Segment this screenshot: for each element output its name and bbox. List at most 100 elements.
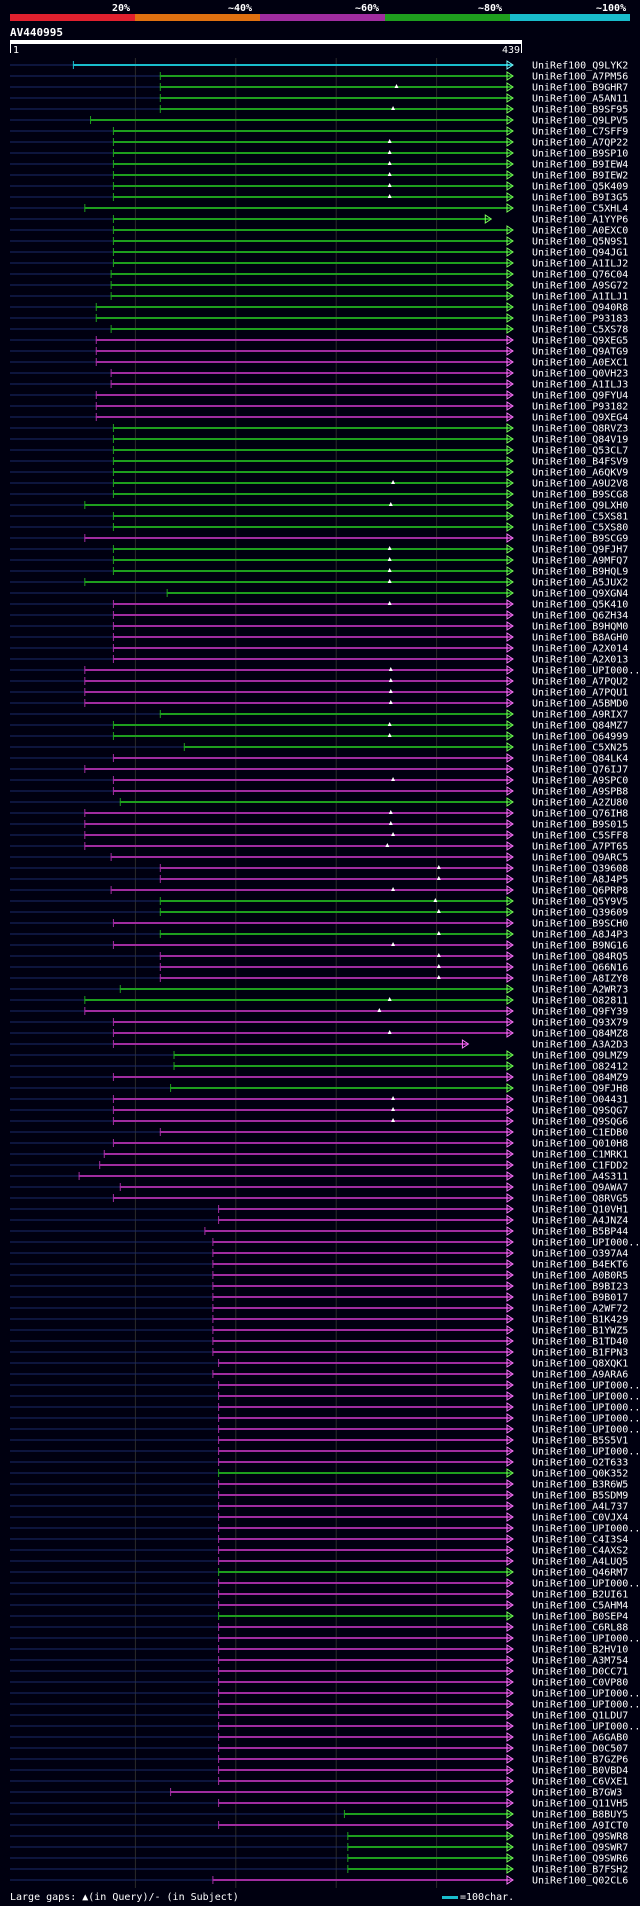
hit-row[interactable]: UniRef100_A5BMD0 [10,698,628,710]
hit-bar[interactable] [95,339,513,341]
hit-row[interactable]: UniRef100_C6VXE1 [10,1776,628,1788]
hit-bar[interactable] [103,1153,513,1155]
hit-bar[interactable] [218,1681,512,1683]
hit-row[interactable]: UniRef100_Q76IJ7 [10,764,628,776]
hit-row[interactable]: UniRef100_B9NG16 [10,940,628,952]
hit-row[interactable]: UniRef100_C5XS80 [10,522,628,534]
hit-bar[interactable] [204,1230,512,1232]
hit-label[interactable]: UniRef100_Q9AWA7 [532,1183,628,1194]
hit-row[interactable]: UniRef100_B9HQL9 [10,566,628,578]
hit-label[interactable]: UniRef100_A7PT65 [532,842,628,853]
hit-bar[interactable] [218,1494,512,1496]
hit-bar[interactable] [218,1472,512,1474]
hit-label[interactable]: UniRef100_C0VP80 [532,1678,628,1689]
hit-bar[interactable] [218,1648,512,1650]
hit-label[interactable]: UniRef100_B4EKT6 [532,1260,628,1271]
hit-bar[interactable] [218,1780,512,1782]
hit-row[interactable]: UniRef100_A9SG72 [10,280,628,292]
hit-bar[interactable] [159,867,512,869]
hit-label[interactable]: UniRef100_D0C507 [532,1744,628,1755]
hit-row[interactable]: UniRef100_Q010H8 [10,1138,628,1150]
hit-label[interactable]: UniRef100_O04431 [532,1095,628,1106]
hit-label[interactable]: UniRef100_Q9SQG6 [532,1117,628,1128]
hit-bar[interactable] [159,878,512,880]
hit-row[interactable]: UniRef100_Q9SQG7 [10,1105,628,1117]
hit-bar[interactable] [218,1736,512,1738]
hit-row[interactable]: UniRef100_B9IEW2 [10,170,628,182]
hit-bar[interactable] [84,207,513,209]
hit-bar[interactable] [212,1318,512,1320]
hit-label[interactable]: UniRef100_Q53CL7 [532,446,628,457]
hit-bar[interactable] [218,1461,512,1463]
hit-label[interactable]: UniRef100_Q76C04 [532,270,628,281]
hit-row[interactable]: UniRef100_Q9ATG9 [10,346,628,358]
hit-bar[interactable] [112,449,513,451]
hit-bar[interactable] [95,317,513,319]
hit-label[interactable]: UniRef100_B8AGH0 [532,633,628,644]
hit-label[interactable]: UniRef100_B0VBD4 [532,1766,628,1777]
hit-label[interactable]: UniRef100_B9GHR7 [532,83,628,94]
hit-bar[interactable] [218,1637,512,1639]
hit-label[interactable]: UniRef100_Q9ATG9 [532,347,628,358]
hit-label[interactable]: UniRef100_UPI000.. [532,1425,640,1436]
hit-row[interactable]: UniRef100_B9I3G5 [10,192,628,204]
hit-row[interactable]: UniRef100_Q8RVG5 [10,1193,628,1205]
hit-row[interactable]: UniRef100_B7FSH2 [10,1864,628,1876]
hit-row[interactable]: UniRef100_C5XHL4 [10,203,628,215]
hit-label[interactable]: UniRef100_UPI000.. [532,1579,640,1590]
hit-bar[interactable] [159,713,512,715]
hit-bar[interactable] [159,86,512,88]
hit-bar[interactable] [218,1560,512,1562]
hit-row[interactable]: UniRef100_B1TD40 [10,1336,628,1348]
hit-bar[interactable] [112,647,513,649]
hit-label[interactable]: UniRef100_UPI000.. [532,1392,640,1403]
hit-label[interactable]: UniRef100_C1FDD2 [532,1161,628,1172]
hit-row[interactable]: UniRef100_A2X013 [10,654,628,666]
hit-label[interactable]: UniRef100_B9SCG9 [532,534,628,545]
hit-row[interactable]: UniRef100_B0SEP4 [10,1611,628,1623]
hit-row[interactable]: UniRef100_B8AGH0 [10,632,628,644]
hit-bar[interactable] [112,1120,513,1122]
hit-label[interactable]: UniRef100_A1YYP6 [532,215,628,226]
hit-label[interactable]: UniRef100_Q8XQK1 [532,1359,628,1370]
hit-label[interactable]: UniRef100_Q5Y9V5 [532,897,628,908]
hit-label[interactable]: UniRef100_Q39608 [532,864,628,875]
hit-bar[interactable] [159,108,512,110]
hit-label[interactable]: UniRef100_C7SFF9 [532,127,628,138]
hit-bar[interactable] [95,361,513,363]
hit-bar[interactable] [173,1054,512,1056]
hit-label[interactable]: UniRef100_Q93X79 [532,1018,628,1029]
hit-row[interactable]: UniRef100_Q93X79 [10,1017,628,1029]
hit-row[interactable]: UniRef100_Q9LPV5 [10,115,628,127]
hit-bar[interactable] [110,383,513,385]
hit-label[interactable]: UniRef100_Q11VH5 [532,1799,628,1810]
hit-row[interactable]: UniRef100_Q9ARC5 [10,852,628,864]
hit-row[interactable]: UniRef100_A3M754 [10,1655,628,1667]
hit-row[interactable]: UniRef100_A2X014 [10,643,628,655]
hit-bar[interactable] [110,284,513,286]
hit-bar[interactable] [112,1076,513,1078]
hit-bar[interactable] [112,724,513,726]
hit-row[interactable]: UniRef100_UPI000.. [10,1699,640,1711]
hit-row[interactable]: UniRef100_A1ILJ2 [10,258,628,270]
hit-bar[interactable] [110,328,513,330]
hit-label[interactable]: UniRef100_C5XN25 [532,743,628,754]
hit-row[interactable]: UniRef100_A9RIX7 [10,709,628,721]
hit-label[interactable]: UniRef100_Q9SQG7 [532,1106,628,1117]
hit-bar[interactable] [218,1384,512,1386]
hit-label[interactable]: UniRef100_Q84MZ7 [532,721,628,732]
hit-label[interactable]: UniRef100_Q76IH8 [532,809,628,820]
hit-row[interactable]: UniRef100_A7PT65 [10,841,628,853]
hit-row[interactable]: UniRef100_A4JNZ4 [10,1215,628,1227]
hit-label[interactable]: UniRef100_B9BI23 [532,1282,628,1293]
hit-bar[interactable] [112,636,513,638]
hit-label[interactable]: UniRef100_UPI000.. [532,1414,640,1425]
hit-row[interactable]: UniRef100_UPI000.. [10,1391,640,1403]
hit-bar[interactable] [112,790,513,792]
hit-bar[interactable] [84,999,513,1001]
hit-label[interactable]: UniRef100_Q1LDU7 [532,1711,628,1722]
hit-label[interactable]: UniRef100_A5AN11 [532,94,628,105]
hit-row[interactable]: UniRef100_C0VP80 [10,1677,628,1689]
hit-bar[interactable] [218,1824,512,1826]
hit-bar[interactable] [112,1109,513,1111]
